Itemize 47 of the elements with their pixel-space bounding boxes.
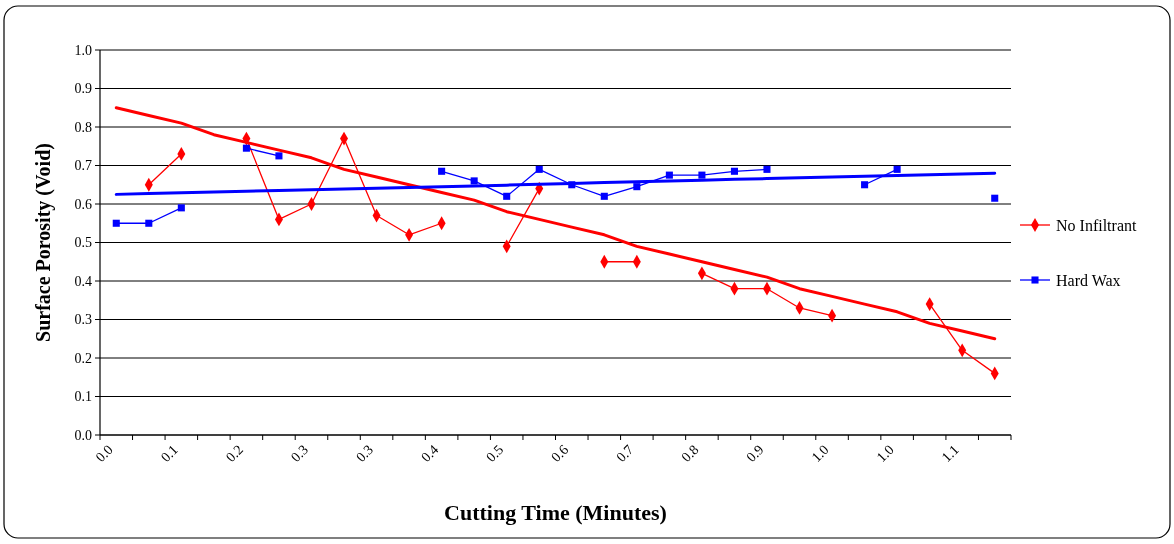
y-tick-label: 0.0 [74,427,92,443]
x-tick-label: 0.8 [678,441,702,465]
point [470,177,478,185]
point [177,204,185,212]
x-tick-label: 1.0 [808,441,832,465]
point [600,192,608,200]
point [763,165,771,173]
point [242,144,250,152]
point [503,192,511,200]
point [893,165,901,173]
x-tick-label: 1.0 [873,441,897,465]
y-tick-label: 0.3 [74,312,92,328]
point [861,181,869,189]
y-tick-label: 0.8 [74,119,92,135]
point [633,183,641,191]
point [665,171,673,179]
x-tick-label: 1.1 [938,441,962,465]
x-tick-label: 0.4 [418,441,442,465]
point [145,219,153,227]
y-tick-label: 0.1 [74,389,92,405]
point [438,167,446,175]
x-tick-label: 0.1 [157,441,181,465]
x-tick-label: 0.3 [288,441,312,465]
y-tick-label: 1.0 [74,42,92,58]
x-axis-title: Cutting Time (Minutes) [444,500,667,525]
y-tick-label: 0.4 [74,273,92,289]
x-tick-label: 0.0 [92,441,116,465]
y-axis-title: Surface Porosity (Void) [32,143,55,342]
legend-label: Hard Wax [1056,271,1121,289]
point [991,194,999,202]
point [730,167,738,175]
point [275,152,283,160]
y-tick-label: 0.2 [74,350,92,366]
y-tick-label: 0.7 [74,158,92,174]
y-tick-label: 0.5 [74,235,92,251]
legend-label: No Infiltrant [1056,216,1137,234]
x-tick-label: 0.2 [223,441,246,465]
x-tick-label: 0.3 [353,441,377,465]
x-tick-label: 0.9 [743,441,767,465]
y-tick-label: 0.9 [74,81,92,97]
point [112,219,120,227]
x-tick-label: 0.7 [613,441,637,465]
x-tick-label: 0.5 [483,441,507,465]
y-tick-label: 0.6 [74,196,92,212]
point [535,165,543,173]
x-tick-label: 0.6 [548,441,572,465]
point [698,171,706,179]
